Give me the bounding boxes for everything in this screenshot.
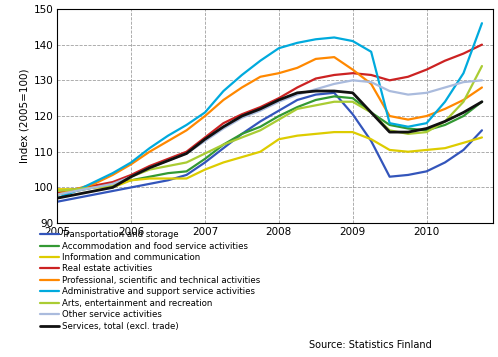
Y-axis label: Index (2005=100): Index (2005=100) bbox=[19, 69, 29, 163]
Legend: Transportation and storage, Accommodation and food service activities, Informati: Transportation and storage, Accommodatio… bbox=[40, 230, 260, 331]
Text: Source: Statistics Finland: Source: Statistics Finland bbox=[309, 340, 431, 350]
